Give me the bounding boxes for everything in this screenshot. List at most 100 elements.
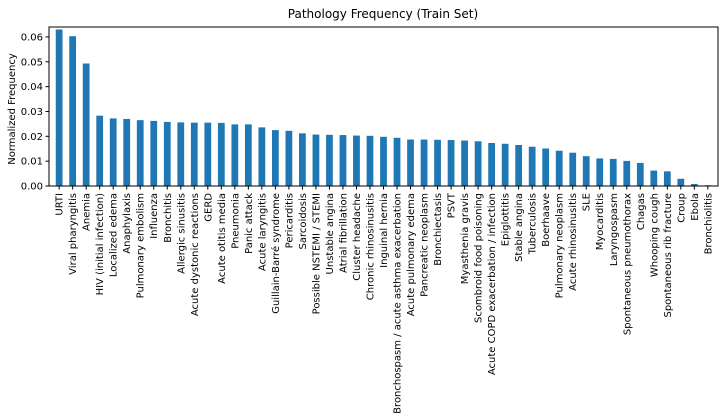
chart-title: Pathology Frequency (Train Set) [288,7,478,21]
bar [555,150,563,186]
bar [299,133,306,186]
bar [231,124,239,186]
bar [447,140,455,186]
bar [623,160,631,186]
x-tick-label: Laryngospasm [609,193,620,266]
y-tick-label: 0.02 [21,132,43,143]
x-tick-label: SLE [582,193,593,211]
x-tick-label: Ebola [690,193,701,221]
x-tick-label: Acute COPD exacerbation / infection [487,193,498,375]
bar [190,122,198,186]
x-tick-label: Anaphylaxis [122,193,133,254]
x-tick-label: HIV (initial infection) [95,193,106,296]
y-tick-label: 0.03 [21,107,43,118]
x-tick-label: Pneumonia [230,193,241,249]
bar [501,143,509,186]
x-tick-label: Guillain-Barré syndrome [270,193,282,314]
bar [488,143,495,186]
x-tick-label: Pancreatic neoplasm [420,193,431,297]
bar [569,152,577,186]
bar [636,162,644,186]
bar [596,158,604,186]
bar [542,148,550,186]
bar [461,140,468,186]
bar [177,122,185,186]
bar [528,146,536,186]
x-tick-label: Influenza [149,193,160,239]
x-tick-label: Sarcoidosis [298,193,309,249]
x-tick-label: Whooping cough [649,193,660,277]
y-tick-label: 0.06 [21,32,43,43]
x-tick-label: Acute otitis media [217,193,228,284]
x-tick-label: Chagas [636,193,647,230]
bar [339,135,347,186]
x-tick-label: GERD [203,193,214,222]
x-tick-label: Epiglottitis [501,193,512,246]
bar [150,120,158,186]
x-tick-label: Pericarditis [284,193,295,248]
bar [434,139,441,186]
bar [474,141,482,186]
bar [650,170,658,186]
x-tick-label: Localized edema [109,193,120,277]
x-tick-label: Boerhaave [541,193,552,247]
bar [515,145,523,186]
bar [272,130,279,186]
y-tick-label: 0.00 [21,182,43,193]
x-tick-label: Allergic sinusitis [176,193,187,274]
bar [123,118,131,186]
x-tick-label: Pulmonary neoplasm [555,193,566,298]
x-tick-label: PSVT [447,192,458,218]
x-tick-label: Spontaneous rib fracture [663,193,674,318]
bar [677,178,685,186]
x-tick-label: Acute rhinosinusitis [568,193,579,291]
y-tick-label: 0.04 [21,82,43,93]
x-tick-label: Panic attack [244,193,255,254]
x-tick-label: Unstable angina [325,193,336,274]
x-tick-label: Myasthenia gravis [460,193,471,284]
x-tick-label: Myocarditis [595,193,606,250]
bar [204,122,212,186]
x-tick-label: Stable angina [514,193,525,262]
bar [285,130,293,186]
bar [326,134,333,186]
x-tick-label: Pulmonary embolism [136,193,147,298]
x-tick-label: Acute pulmonary edema [406,193,417,316]
bar [258,127,266,186]
bars-group [55,29,712,187]
x-tick-label: Bronchospasm / acute asthma exacerbation [393,193,404,414]
y-axis-ticks: 0.00 0.01 0.02 0.03 0.04 0.05 0.06 [21,32,49,193]
x-tick-label: Croup [676,193,687,223]
plot-frame [48,26,719,187]
bar [420,139,428,186]
bar [407,139,414,186]
x-tick-label: Acute laryngitis [257,193,268,271]
x-tick-label: Acute dystonic reactions [190,193,201,316]
bar [366,135,374,186]
bar [163,121,171,186]
x-tick-label: Bronchitis [163,193,174,243]
y-tick-label: 0.01 [21,157,43,168]
bar [380,136,387,186]
y-tick-label: 0.05 [21,57,43,68]
x-tick-label: URTI [55,193,66,216]
bar [353,135,360,186]
bar [136,120,144,186]
bar [244,124,252,186]
x-tick-label: Viral pharyngitis [68,193,79,275]
x-axis-ticks: URTI Viral pharyngitis Anemia HIV (initial … [55,186,714,414]
x-tick-label: Spontaneous pneumothorax [622,193,633,335]
bar [663,171,671,186]
bar [109,118,117,186]
bar [96,115,104,186]
x-tick-label: Scombroid food poisoning [474,193,485,323]
x-tick-label: Possible NSTEMI / STEMI [311,193,322,314]
bar [55,29,63,187]
x-tick-label: Chronic rhinosinusitis [365,193,376,300]
bar [582,156,590,186]
bar [82,63,90,186]
bar [609,158,617,186]
x-tick-label: Tuberculosis [528,193,539,255]
bar [393,137,401,186]
